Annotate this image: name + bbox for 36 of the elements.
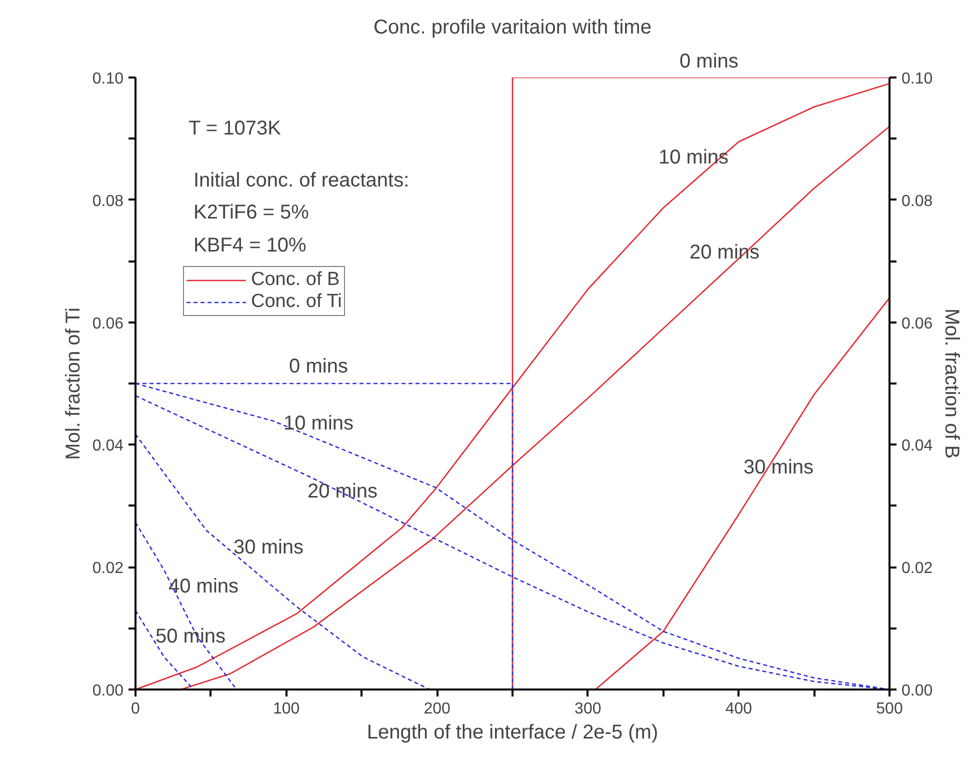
- legend-label: Conc. of B: [251, 269, 340, 291]
- x-axis-title: Length of the interface / 2e-5 (m): [366, 722, 658, 744]
- text: 0 mins: [680, 50, 738, 72]
- x-tick-label: 200: [424, 700, 451, 718]
- y2-tick-label: 0.04: [902, 438, 933, 455]
- x-tick-label: 500: [876, 700, 903, 718]
- annotation: 40 mins: [168, 576, 239, 598]
- y-tick-label: 0.06: [92, 315, 124, 332]
- annotation: 30 mins: [233, 536, 304, 558]
- annotation: 10 mins: [283, 412, 354, 434]
- x-tick-label: 0: [131, 700, 140, 718]
- annotation: Initial conc. of reactants:: [194, 170, 410, 192]
- x-tick-label: 100: [272, 700, 300, 718]
- annotation: 20 mins: [307, 480, 378, 502]
- y-tick-label: 0.08: [92, 192, 124, 210]
- y-tick-label: 0.02: [92, 560, 124, 578]
- x-tick-label: 300: [574, 700, 602, 718]
- x-tick-label: 400: [725, 700, 752, 718]
- y2-axis-title: Mol. fraction of B: [940, 308, 963, 459]
- annotation: KBF4 = 10%: [194, 234, 307, 256]
- annotation: T = 1073K: [188, 118, 282, 140]
- annotation: 0 mins: [289, 356, 348, 378]
- annotation: K2TiF6 = 5%: [194, 202, 310, 224]
- annotation: 30 mins: [743, 456, 814, 478]
- y2-tick-label: 0.08: [902, 192, 933, 210]
- y2-tick-label: 0.02: [902, 560, 933, 578]
- y2-tick-label: 0.06: [902, 315, 933, 332]
- y-tick-label: 0.10: [92, 70, 124, 88]
- y2-tick-label: 0.10: [902, 70, 933, 88]
- chart-title: Conc. profile varitaion with time: [374, 16, 652, 38]
- y2-tick-label: 0.00: [902, 682, 933, 700]
- legend-label: Conc. of Ti: [251, 291, 342, 313]
- y-tick-label: 0.04: [92, 438, 124, 455]
- y-tick-label: 0.00: [92, 682, 124, 700]
- y-axis-title: Mol. fraction of Ti: [62, 308, 84, 460]
- annotation: 50 mins: [155, 626, 226, 648]
